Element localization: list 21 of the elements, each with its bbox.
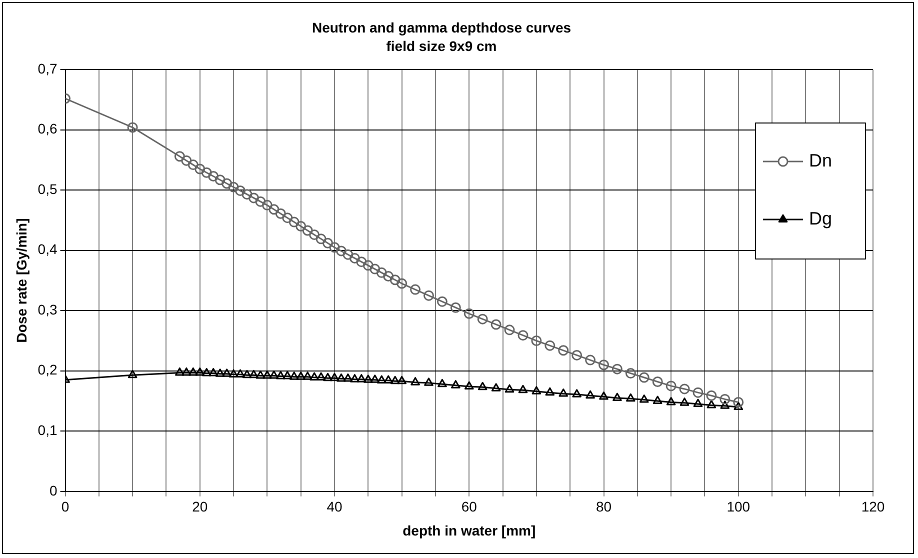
y-tick-label: 0,2 bbox=[38, 362, 58, 378]
y-tick-label: 0,4 bbox=[38, 241, 58, 258]
legend-label: Dg bbox=[809, 208, 832, 228]
chart-title: Neutron and gamma depthdose curves bbox=[312, 19, 572, 36]
legend-label: Dn bbox=[809, 150, 832, 170]
x-tick-label: 120 bbox=[861, 498, 885, 515]
x-tick-label: 0 bbox=[61, 498, 70, 515]
y-tick-label: 0,3 bbox=[38, 301, 58, 318]
y-tick-label: 0,7 bbox=[38, 60, 58, 76]
y-axis-title: Dose rate [Gy/min] bbox=[13, 218, 30, 343]
x-axis-title: depth in water [mm] bbox=[402, 522, 536, 538]
x-tick-label: 20 bbox=[192, 498, 208, 515]
x-tick-label: 100 bbox=[726, 498, 750, 515]
y-tick-label: 0 bbox=[49, 482, 58, 498]
x-tick-label: 80 bbox=[596, 498, 612, 515]
y-tick-label: 0,5 bbox=[38, 180, 58, 197]
x-tick-label: 40 bbox=[326, 498, 343, 515]
y-tick-label: 0,1 bbox=[38, 422, 58, 438]
chart-subtitle: field size 9x9 cm bbox=[386, 38, 497, 54]
x-tick-label: 60 bbox=[461, 498, 478, 515]
y-tick-label: 0,6 bbox=[38, 120, 58, 137]
